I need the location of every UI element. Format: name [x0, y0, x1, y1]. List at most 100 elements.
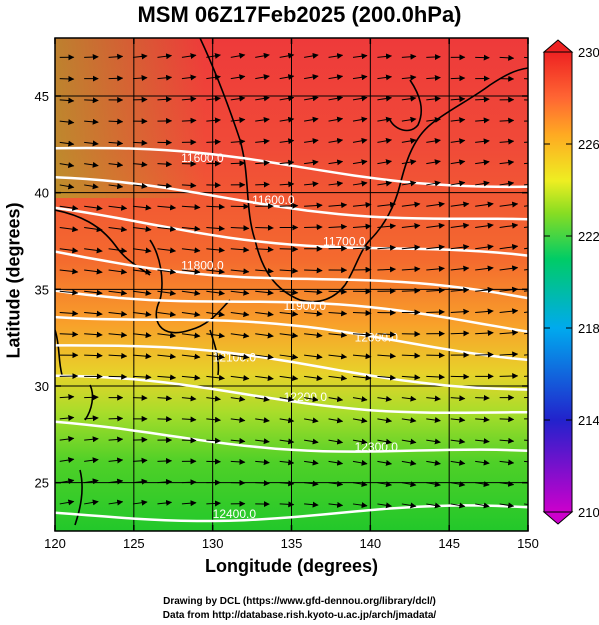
wind-vector	[426, 138, 441, 144]
wind-vector	[255, 289, 274, 296]
wind-vector	[230, 353, 250, 360]
wind-vector	[328, 180, 344, 187]
x-tick-label: 140	[359, 536, 381, 551]
wind-vector	[206, 395, 221, 402]
colorbar-tick-label: 222	[578, 229, 599, 244]
wind-vector	[377, 137, 393, 144]
wind-vector	[255, 480, 270, 487]
colorbar-tick-label: 230	[578, 45, 599, 60]
wind-vector	[450, 395, 466, 402]
wind-vector	[132, 268, 152, 275]
wind-vector	[181, 290, 201, 296]
wind-vector	[279, 438, 295, 445]
wind-vector	[255, 246, 274, 253]
wind-vector	[181, 117, 197, 124]
wind-vector	[499, 459, 515, 466]
wind-vector	[59, 140, 75, 147]
wind-vector	[108, 499, 124, 506]
wind-vector	[450, 96, 466, 103]
wind-vector	[206, 437, 221, 444]
wind-vector	[157, 225, 177, 232]
wind-vector	[475, 481, 490, 488]
wind-vector	[230, 138, 246, 145]
wind-vector	[108, 247, 128, 254]
wind-vector	[255, 438, 270, 445]
wind-vector	[475, 180, 490, 187]
colorbar-tick-label: 226	[578, 137, 599, 152]
wind-vector	[450, 159, 466, 166]
contour-label: 12400.0	[213, 507, 257, 521]
wind-vector	[426, 438, 441, 445]
wind-vector	[59, 394, 75, 401]
wind-vector	[450, 75, 466, 82]
wind-vector	[59, 310, 79, 317]
wind-vector	[108, 226, 128, 233]
wind-vector	[230, 117, 246, 124]
wind-vector	[450, 222, 470, 229]
wind-vector	[328, 95, 344, 102]
wind-vector	[108, 331, 128, 338]
wind-vector	[328, 480, 344, 487]
wind-vector	[59, 436, 75, 442]
wind-vector	[84, 457, 99, 464]
wind-vector	[328, 53, 344, 60]
y-tick-label: 25	[35, 476, 49, 491]
wind-vector	[84, 97, 99, 104]
wind-vector	[450, 330, 470, 337]
wind-vector	[59, 331, 79, 338]
wind-vector	[475, 308, 494, 315]
wind-vector	[352, 137, 368, 144]
wind-vector	[304, 417, 319, 424]
wind-vector	[426, 201, 445, 208]
wind-vector	[352, 502, 368, 509]
wind-vector	[255, 417, 270, 424]
wind-vector	[352, 95, 368, 102]
wind-vector	[401, 180, 417, 187]
wind-vector	[524, 354, 528, 356]
wind-vector	[132, 289, 152, 296]
wind-vector	[206, 353, 225, 360]
wind-vector	[426, 309, 445, 316]
wind-vector	[426, 53, 441, 60]
wind-vector	[450, 244, 470, 251]
wind-vector	[328, 417, 344, 424]
wind-vector	[328, 396, 344, 403]
wind-vector	[524, 332, 528, 335]
wind-vector	[426, 459, 441, 466]
wind-vector	[206, 52, 221, 59]
wind-vector	[59, 499, 75, 506]
wind-vector	[304, 267, 323, 274]
wind-vector	[499, 308, 519, 315]
wind-vector	[499, 502, 515, 509]
wind-vector	[450, 481, 466, 488]
wind-vector	[59, 162, 75, 169]
wind-vector	[181, 479, 197, 486]
wind-vector	[475, 330, 494, 337]
wind-vector	[133, 394, 148, 401]
y-tick-label: 30	[35, 379, 49, 394]
y-tick-label: 45	[35, 89, 49, 104]
wind-vector	[401, 352, 421, 359]
wind-vector	[352, 396, 368, 402]
wind-vector	[133, 139, 148, 146]
wind-vector	[132, 226, 152, 233]
wind-vector	[279, 116, 295, 123]
wind-vector	[157, 311, 177, 318]
wind-vector	[230, 332, 250, 339]
wind-vector	[279, 310, 299, 317]
wind-vector	[279, 417, 295, 424]
wind-vector	[84, 415, 99, 422]
wind-vector	[206, 74, 221, 81]
wind-vector	[133, 75, 148, 82]
wind-vector	[59, 268, 79, 275]
wind-vector	[230, 311, 250, 318]
wind-vector	[304, 181, 319, 188]
wind-vector	[157, 458, 173, 465]
wind-vector	[255, 375, 274, 382]
wind-vector	[377, 374, 397, 381]
wind-vector	[524, 141, 528, 143]
wind-vector	[255, 181, 270, 188]
wind-vector	[401, 116, 417, 123]
contour-label: 12000.0	[355, 331, 399, 345]
